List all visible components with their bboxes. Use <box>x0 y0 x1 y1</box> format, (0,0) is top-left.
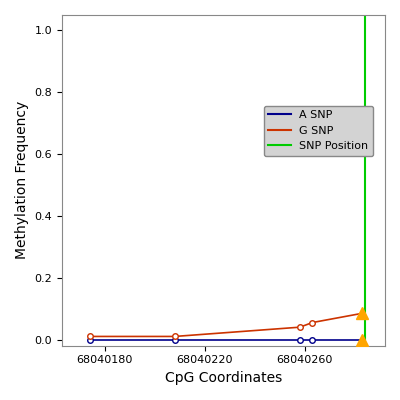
Legend: A SNP, G SNP, SNP Position: A SNP, G SNP, SNP Position <box>264 106 373 156</box>
Y-axis label: Methylation Frequency: Methylation Frequency <box>15 101 29 260</box>
X-axis label: CpG Coordinates: CpG Coordinates <box>165 371 282 385</box>
